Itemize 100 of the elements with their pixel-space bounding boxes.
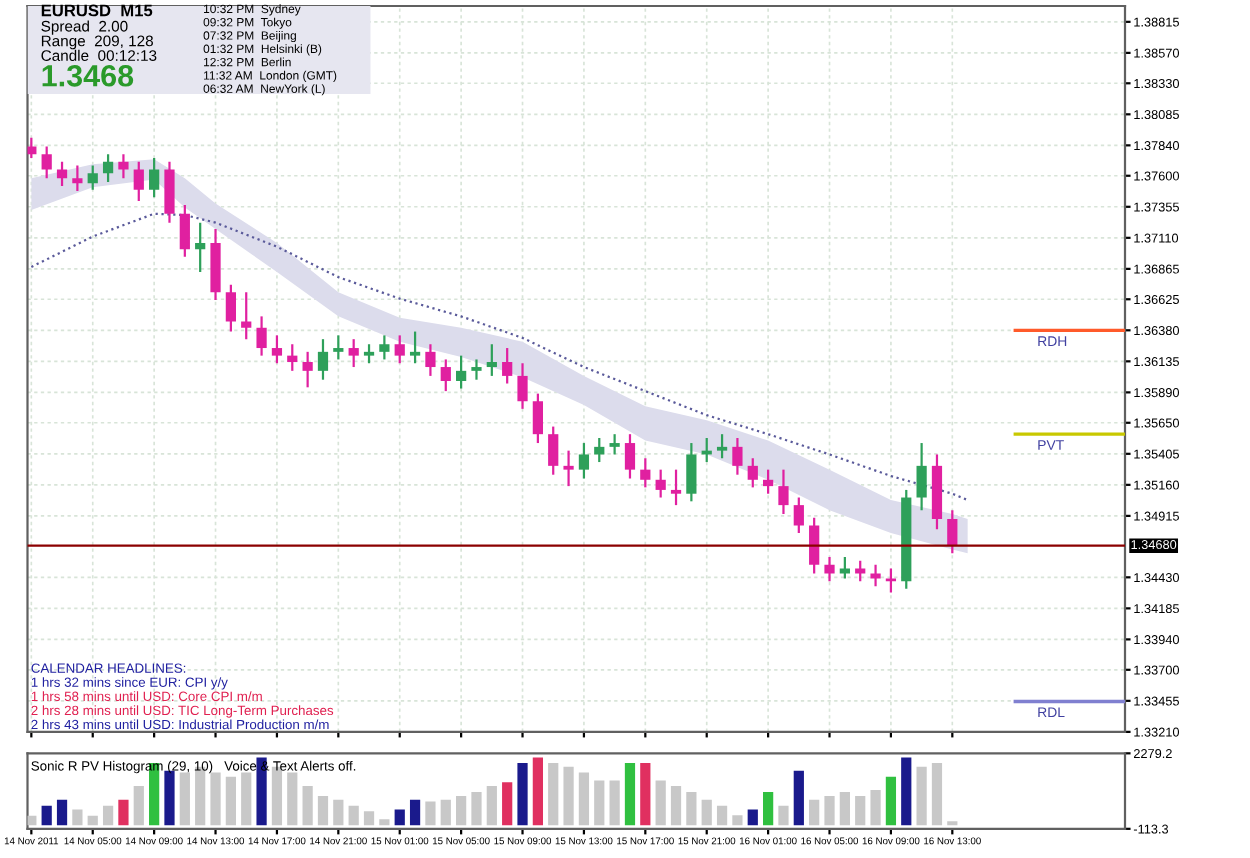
bar (133, 786, 144, 826)
bar (425, 801, 436, 826)
candlestick (670, 468, 682, 507)
candlestick (763, 468, 774, 495)
candlestick (409, 330, 421, 365)
candlestick (778, 468, 789, 516)
chart-title: EURUSD M15 (41, 4, 153, 17)
bar (916, 766, 927, 826)
candlestick (287, 343, 298, 372)
bar (72, 809, 83, 826)
bar (716, 805, 728, 826)
candlestick (686, 441, 697, 503)
candlestick (532, 392, 543, 445)
bar (701, 799, 712, 826)
candlestick (594, 436, 605, 464)
bar (287, 772, 298, 826)
candlestick (870, 563, 881, 588)
candlestick (302, 350, 313, 389)
bar (855, 795, 866, 826)
bar (532, 757, 543, 826)
candlestick (164, 160, 175, 224)
candlestick (425, 343, 436, 378)
candlestick (655, 468, 666, 499)
bar (824, 795, 835, 826)
bar (409, 799, 421, 826)
bar (87, 815, 98, 826)
bar (102, 805, 114, 826)
bar (179, 772, 190, 826)
candlestick (624, 433, 636, 480)
candlestick (394, 334, 405, 365)
bar (118, 799, 129, 826)
candlestick (747, 457, 758, 489)
candlestick (118, 153, 129, 180)
candlestick (716, 433, 728, 460)
bar (241, 772, 252, 826)
bar (686, 792, 697, 826)
bar (870, 789, 881, 826)
candlestick (456, 354, 467, 390)
bar (809, 799, 820, 826)
bar (793, 770, 804, 826)
candlestick (809, 516, 820, 575)
bar (517, 763, 528, 826)
candlestick (440, 358, 451, 393)
candlestick (41, 145, 52, 180)
bar (41, 805, 52, 826)
candlestick (916, 441, 927, 512)
candlestick (839, 555, 850, 580)
bar (747, 809, 758, 826)
bar (302, 786, 313, 826)
candlestick (317, 338, 329, 381)
bar (317, 795, 329, 826)
candlestick (824, 555, 835, 583)
bar (839, 792, 850, 826)
candlestick (609, 433, 620, 456)
candlestick (149, 156, 160, 199)
bar (333, 799, 344, 826)
line-series (30, 212, 969, 502)
bar (456, 795, 467, 826)
bar (563, 766, 574, 826)
candlestick (947, 509, 958, 555)
candlestick (563, 449, 574, 488)
candlestick (256, 315, 267, 357)
bar (640, 763, 651, 826)
bar (548, 763, 559, 826)
candlestick (348, 338, 359, 369)
bar (502, 782, 513, 826)
bar (578, 772, 590, 826)
bar (594, 780, 605, 826)
candlestick (179, 203, 190, 258)
bar (394, 809, 405, 826)
bar (363, 811, 375, 826)
bar (348, 805, 359, 826)
candlestick (133, 160, 144, 203)
bar (655, 780, 666, 826)
candlestick (471, 358, 482, 381)
bar (670, 786, 682, 826)
candlestick (56, 160, 68, 187)
bar (440, 799, 451, 826)
candlestick (502, 346, 513, 385)
candlestick (241, 291, 252, 341)
candlestick (486, 343, 497, 378)
candlestick (548, 425, 559, 476)
candlestick (87, 164, 98, 191)
candlestick (333, 334, 344, 361)
bar (931, 763, 943, 826)
bar (379, 819, 390, 826)
bar (471, 792, 482, 826)
candlestick (640, 457, 651, 489)
candlestick (793, 496, 804, 535)
bar (225, 776, 236, 826)
bar (164, 770, 175, 826)
candlestick (517, 362, 528, 410)
candlestick (271, 334, 283, 365)
bar (624, 763, 636, 826)
candlestick (102, 153, 114, 184)
bar (732, 815, 743, 826)
bar (256, 757, 267, 826)
candlestick (855, 559, 866, 583)
candlestick (732, 436, 743, 476)
candlestick (195, 221, 206, 274)
